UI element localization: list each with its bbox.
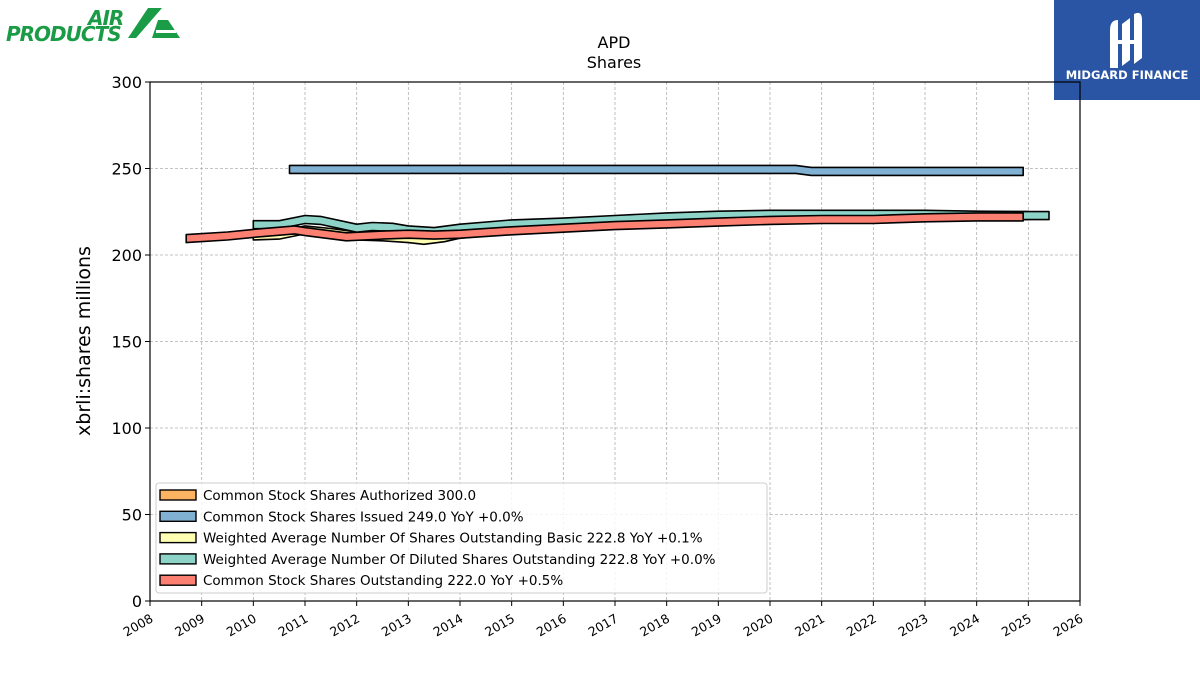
x-tick-label: 2023 [895, 611, 930, 640]
legend-label-4: Common Stock Shares Outstanding 222.0 Yo… [203, 573, 563, 589]
legend-swatch-4 [159, 574, 197, 586]
x-tick-label: 2011 [275, 611, 310, 640]
y-tick-label: 100 [111, 419, 142, 438]
x-tick-label: 2019 [689, 611, 724, 640]
x-tick-label: 2018 [637, 611, 672, 640]
x-tick-label: 2013 [379, 611, 414, 640]
legend-swatch-3 [159, 553, 197, 565]
x-tick-label: 2022 [844, 611, 879, 640]
legend-box [155, 482, 768, 594]
midgard-monogram-icon [1110, 12, 1142, 68]
legend-swatch-2 [159, 531, 197, 544]
x-tick-label: 2012 [327, 611, 362, 640]
x-tick-label: 2025 [999, 611, 1034, 640]
x-tick-label: 2017 [585, 611, 620, 640]
y-tick-label: 50 [122, 506, 142, 525]
series-band-1 [288, 164, 1025, 177]
series-band-4 [185, 212, 1025, 244]
y-tick-label: 300 [111, 73, 142, 92]
legend-label-1: Common Stock Shares Issued 249.0 YoY +0.… [203, 509, 524, 525]
x-tick-label: 2024 [947, 611, 982, 640]
x-tick-label: 2014 [430, 611, 465, 640]
legend-label-0: Common Stock Shares Authorized 300.0 [203, 488, 476, 504]
x-tick-label: 2010 [224, 611, 259, 640]
legend-swatch-0 [159, 489, 197, 501]
air-products-logo: AIR PRODUCTS [4, 4, 184, 46]
x-tick-label: 2015 [482, 611, 517, 640]
x-tick-label: 2008 [120, 611, 155, 640]
midgard-brand-text: MIDGARD FINANCE [1065, 68, 1189, 82]
x-tick-label: 2020 [740, 611, 775, 640]
x-tick-label: 2021 [792, 611, 827, 640]
x-tick-label: 2026 [1050, 611, 1085, 640]
midgard-finance-logo: MIDGARD FINANCE [1054, 0, 1200, 100]
chart-subtitle: Shares [587, 53, 642, 72]
legend-label-2: Weighted Average Number Of Shares Outsta… [203, 531, 703, 547]
logo-text-products: PRODUCTS [6, 22, 122, 46]
y-tick-label: 200 [111, 246, 142, 265]
y-axis-label: xbrli:shares millions [73, 246, 95, 436]
x-tick-label: 2016 [534, 611, 569, 640]
series-layer [185, 164, 1050, 246]
y-tick-label: 0 [132, 592, 142, 611]
legend-swatch-1 [159, 510, 197, 522]
legend: Common Stock Shares Authorized 300.0 Comm… [155, 482, 768, 594]
air-products-emblem-icon [128, 8, 180, 38]
y-tick-label: 250 [111, 160, 142, 179]
y-tick-label: 150 [111, 333, 142, 352]
logo-text-air: AIR [88, 6, 124, 30]
chart-title: APD [598, 33, 631, 52]
x-tick-label: 2009 [172, 611, 207, 640]
legend-label-3: Weighted Average Number Of Diluted Share… [203, 552, 716, 568]
axes: 2008 2009 2010 2011 2012 2013 2014 2015 2016 2017… [111, 73, 1085, 640]
